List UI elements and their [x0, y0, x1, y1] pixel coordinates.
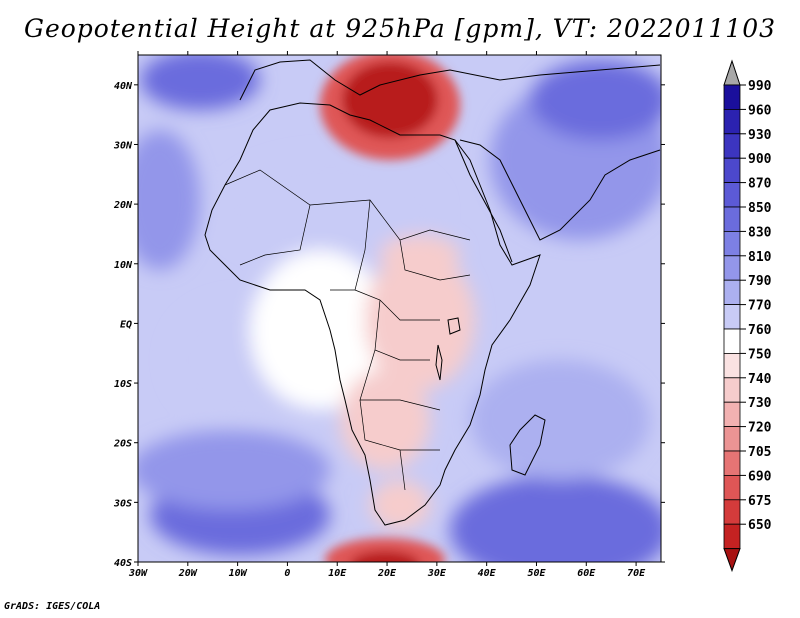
- y-tick-label-4: EQ: [120, 319, 132, 330]
- colorbar-label-705: 705: [748, 445, 771, 460]
- deep-blue-iran: [530, 60, 661, 140]
- colorbar-swatch-750: [723, 352, 741, 379]
- arabia-coastline: [459, 139, 661, 241]
- mediterranean-low-core: [342, 62, 438, 138]
- x-tick-label-3: 0: [284, 568, 290, 579]
- y-tick-label-7: 30S: [113, 498, 132, 509]
- country-borders: [224, 169, 471, 491]
- colorbar-swatch-730: [723, 401, 741, 428]
- border-lines: [224, 169, 471, 491]
- mid-blue-atlantic: [138, 130, 200, 270]
- x-tick-label-7: 40E: [478, 568, 497, 579]
- colorbar-swatch-760: [723, 328, 741, 354]
- y-tick-label-1: 30N: [113, 140, 133, 151]
- colorbar-swatch-850: [723, 206, 741, 232]
- coastlines: [204, 59, 661, 526]
- pink-sudan: [380, 235, 460, 275]
- colorbar-label-990: 990: [748, 79, 772, 94]
- x-tick-label-1: 20W: [178, 568, 198, 579]
- y-tick-label-6: 20S: [113, 439, 132, 450]
- map-frame: [137, 54, 662, 563]
- colorbar-swatch-690: [723, 474, 741, 501]
- colorbar-swatch-770: [723, 304, 741, 330]
- colorbar-label-790: 790: [748, 274, 772, 289]
- colorbar: 990 960 930 900 870 850 830 810 790 770 760 750 740 7…: [723, 59, 772, 573]
- y-tick-label-0: 40N: [114, 81, 133, 92]
- colorbar-label-760: 760: [748, 323, 772, 338]
- mid-blue-south-atlantic: [138, 430, 330, 510]
- colorbar-swatch-790: [723, 279, 741, 306]
- pink-south-africa: [370, 480, 430, 530]
- colorbar-label-960: 960: [748, 103, 772, 118]
- pale-blue-sahara: [220, 155, 440, 265]
- colorbar-swatch-960: [723, 109, 741, 135]
- colorbar-top-arrow: [723, 59, 741, 86]
- colorbar-label-690: 690: [748, 469, 772, 484]
- colorbar-label-770: 770: [748, 299, 772, 314]
- madagascar-coastline: [509, 414, 546, 476]
- colorbar-label-830: 830: [748, 225, 772, 240]
- y-tick-label-3: 10N: [114, 260, 133, 271]
- colorbar-bottom-arrow: [723, 548, 741, 573]
- x-tick-label-5: 20E: [377, 568, 397, 579]
- x-tick-label-10: 70E: [627, 568, 646, 579]
- colorbar-swatch-830: [723, 230, 741, 257]
- colorbar-label-675: 675: [748, 494, 771, 509]
- light-blue-indian: [470, 360, 650, 480]
- red-sea-coast: [454, 139, 513, 263]
- colorbar-label-930: 930: [748, 128, 772, 143]
- height-field: [138, 55, 661, 562]
- colorbar-label-730: 730: [748, 396, 772, 411]
- x-tick-label-0: 30W: [128, 568, 148, 579]
- colorbar-swatch-990: [723, 84, 741, 110]
- colorbar-label-740: 740: [748, 372, 772, 387]
- southern-low-outer: [325, 538, 445, 562]
- x-tick-label-8: 50E: [527, 568, 546, 579]
- colorbar-swatch-930: [723, 133, 741, 159]
- deep-blue-north-atlantic: [140, 55, 260, 110]
- axis-ticks: 30W 20W 10W 0 10E 20E 30E 40E 50E 60E 70E 40N 30N 20N…: [113, 51, 665, 579]
- x-tick-label-9: 60E: [577, 568, 596, 579]
- colorbar-label-650: 650: [748, 518, 772, 533]
- colorbar-label-750: 750: [748, 347, 772, 362]
- colorbar-label-850: 850: [748, 201, 772, 216]
- deep-blue-south-indian: [450, 475, 661, 562]
- colorbar-swatch-720: [723, 426, 741, 452]
- grads-credit: GrADS: IGES/COLA: [4, 601, 101, 612]
- pink-southern-africa: [340, 370, 430, 470]
- x-tick-label-2: 10W: [229, 568, 248, 579]
- y-tick-label-8: 40S: [114, 558, 132, 569]
- colorbar-swatch-900: [723, 157, 741, 183]
- colorbar-label-900: 900: [748, 152, 772, 167]
- colorbar-label-720: 720: [748, 421, 772, 436]
- y-tick-label-5: 10S: [114, 379, 132, 390]
- colorbar-swatch-810: [723, 255, 741, 281]
- colorbar-label-870: 870: [748, 177, 772, 192]
- africa-coastline: [204, 102, 541, 526]
- southern-low-core: [350, 551, 420, 562]
- colorbar-swatch-705: [723, 450, 741, 476]
- colorbar-swatch-675: [723, 499, 741, 525]
- lake-tanganyika: [435, 344, 443, 381]
- x-tick-label-4: 10E: [328, 568, 347, 579]
- colorbar-label-810: 810: [748, 250, 772, 265]
- colorbar-swatch-870: [723, 182, 741, 208]
- europe-coastline: [239, 59, 661, 101]
- x-tick-label-6: 30E: [427, 568, 447, 579]
- lake-victoria: [447, 317, 461, 335]
- colorbar-swatch-740: [723, 377, 741, 403]
- colorbar-swatch-650: [723, 523, 741, 550]
- map-title: Geopotential Height at 925hPa [gpm], VT:…: [23, 14, 777, 43]
- y-tick-label-2: 20N: [113, 200, 133, 211]
